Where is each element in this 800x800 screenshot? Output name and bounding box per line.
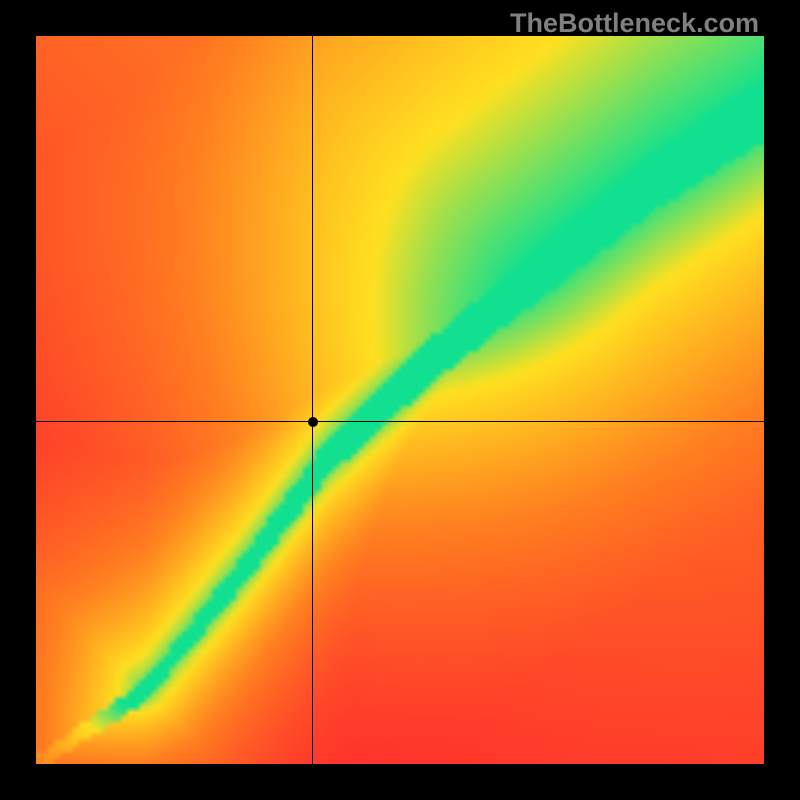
crosshair-marker	[308, 417, 318, 427]
watermark-text: TheBottleneck.com	[510, 8, 759, 39]
heatmap-canvas	[36, 36, 764, 764]
plot-area	[36, 36, 764, 764]
crosshair-horizontal	[36, 421, 764, 422]
crosshair-vertical	[312, 36, 313, 764]
